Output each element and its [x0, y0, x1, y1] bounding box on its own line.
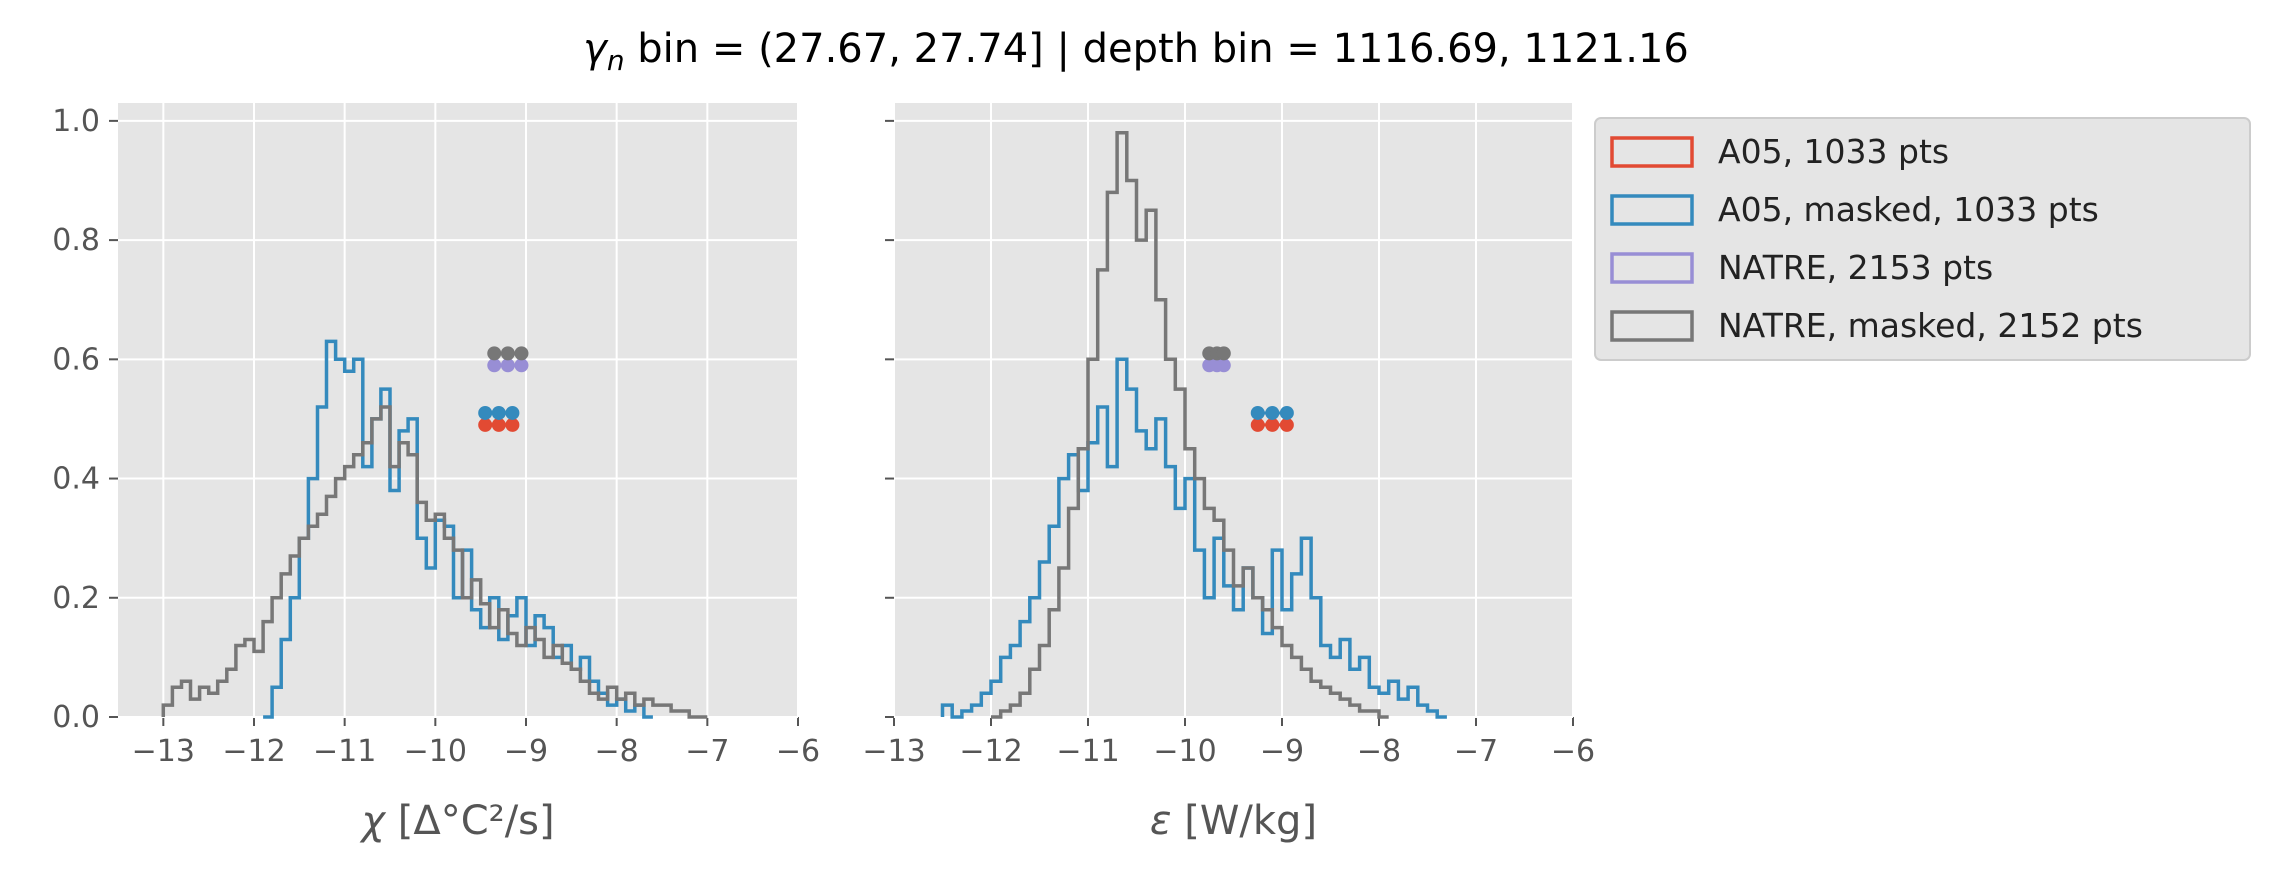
x-tick-label: −13	[862, 734, 925, 769]
plot-area	[894, 103, 1573, 717]
y-tick-label: 0.6	[52, 342, 100, 377]
x-tick-label: −9	[504, 734, 548, 769]
x-tick-label: −10	[404, 734, 467, 769]
legend-entry-label: A05, masked, 1033 pts	[1718, 190, 2099, 229]
marker-point	[1279, 417, 1294, 432]
y-tick-label: 0.4	[52, 462, 100, 497]
x-tick-label: −7	[685, 734, 729, 769]
panels: −13 −12 −11 −10 −9 −8 −7 −6 0.0 0.2 0.4 0.6 0.8 1.0 χ …	[52, 103, 1595, 844]
marker-point	[514, 346, 529, 361]
marker-point	[1265, 405, 1280, 420]
marker-point	[478, 417, 493, 432]
x-tick-label: −12	[222, 734, 285, 769]
x-tick-label: −6	[1551, 734, 1595, 769]
marker-point	[491, 417, 506, 432]
marker-point	[505, 417, 520, 432]
marker-point	[1216, 358, 1231, 373]
figure-title: γn bin = (27.67, 27.74] | depth bin = 11…	[583, 26, 1689, 77]
marker-point	[478, 405, 493, 420]
marker-point	[491, 405, 506, 420]
x-tick-label: −11	[1056, 734, 1119, 769]
marker-point	[487, 346, 502, 361]
y-tick-label: 0.2	[52, 581, 100, 616]
x-tick-label: −11	[313, 734, 376, 769]
marker-point	[505, 405, 520, 420]
marker-point	[1250, 405, 1265, 420]
legend-swatch	[1610, 194, 1694, 226]
y-tick-label: 0.0	[52, 700, 100, 735]
legend-entry-label: NATRE, 2153 pts	[1718, 248, 1993, 287]
x-tick-label: −10	[1153, 734, 1216, 769]
marker-point	[487, 358, 502, 373]
legend-swatch	[1610, 136, 1694, 168]
legend-entry-label: NATRE, masked, 2152 pts	[1718, 306, 2143, 345]
legend-swatch	[1610, 252, 1694, 284]
marker-point	[1279, 405, 1294, 420]
marker-point	[500, 358, 515, 373]
x-tick-label: −13	[132, 734, 195, 769]
marker-point	[1250, 417, 1265, 432]
histogram-step-line	[161, 405, 708, 719]
y-tick-label: 0.8	[52, 223, 100, 258]
legend-box	[1594, 117, 2251, 361]
histogram-step-line	[991, 131, 1389, 719]
marker-point	[500, 346, 515, 361]
marker-point	[1265, 417, 1280, 432]
plot-area	[118, 103, 798, 717]
panel-2: −13 −12 −11 −10 −9 −8 −7 −6 ε [W/kg]	[862, 103, 1595, 844]
x-axis-label: χ [Δ°C²/s]	[359, 798, 554, 844]
panel-1: −13 −12 −11 −10 −9 −8 −7 −6 0.0 0.2 0.4 0.6 0.8 1.0 χ …	[52, 103, 820, 844]
legend-entry-label: A05, 1033 pts	[1718, 132, 1949, 171]
x-tick-label: −9	[1260, 734, 1304, 769]
marker-point	[514, 358, 529, 373]
x-tick-label: −8	[595, 734, 639, 769]
x-tick-label: −12	[959, 734, 1022, 769]
x-tick-label: −7	[1454, 734, 1498, 769]
histogram-step-line	[263, 339, 653, 719]
x-axis-label: ε [W/kg]	[1150, 798, 1317, 844]
y-tick-label: 1.0	[52, 104, 100, 139]
legend: A05, 1033 pts A05, masked, 1033 pts NATRE,…	[1594, 117, 2251, 361]
marker-point	[1216, 346, 1231, 361]
legend-swatch	[1610, 310, 1694, 342]
x-tick-label: −8	[1357, 734, 1401, 769]
x-tick-label: −6	[776, 734, 820, 769]
